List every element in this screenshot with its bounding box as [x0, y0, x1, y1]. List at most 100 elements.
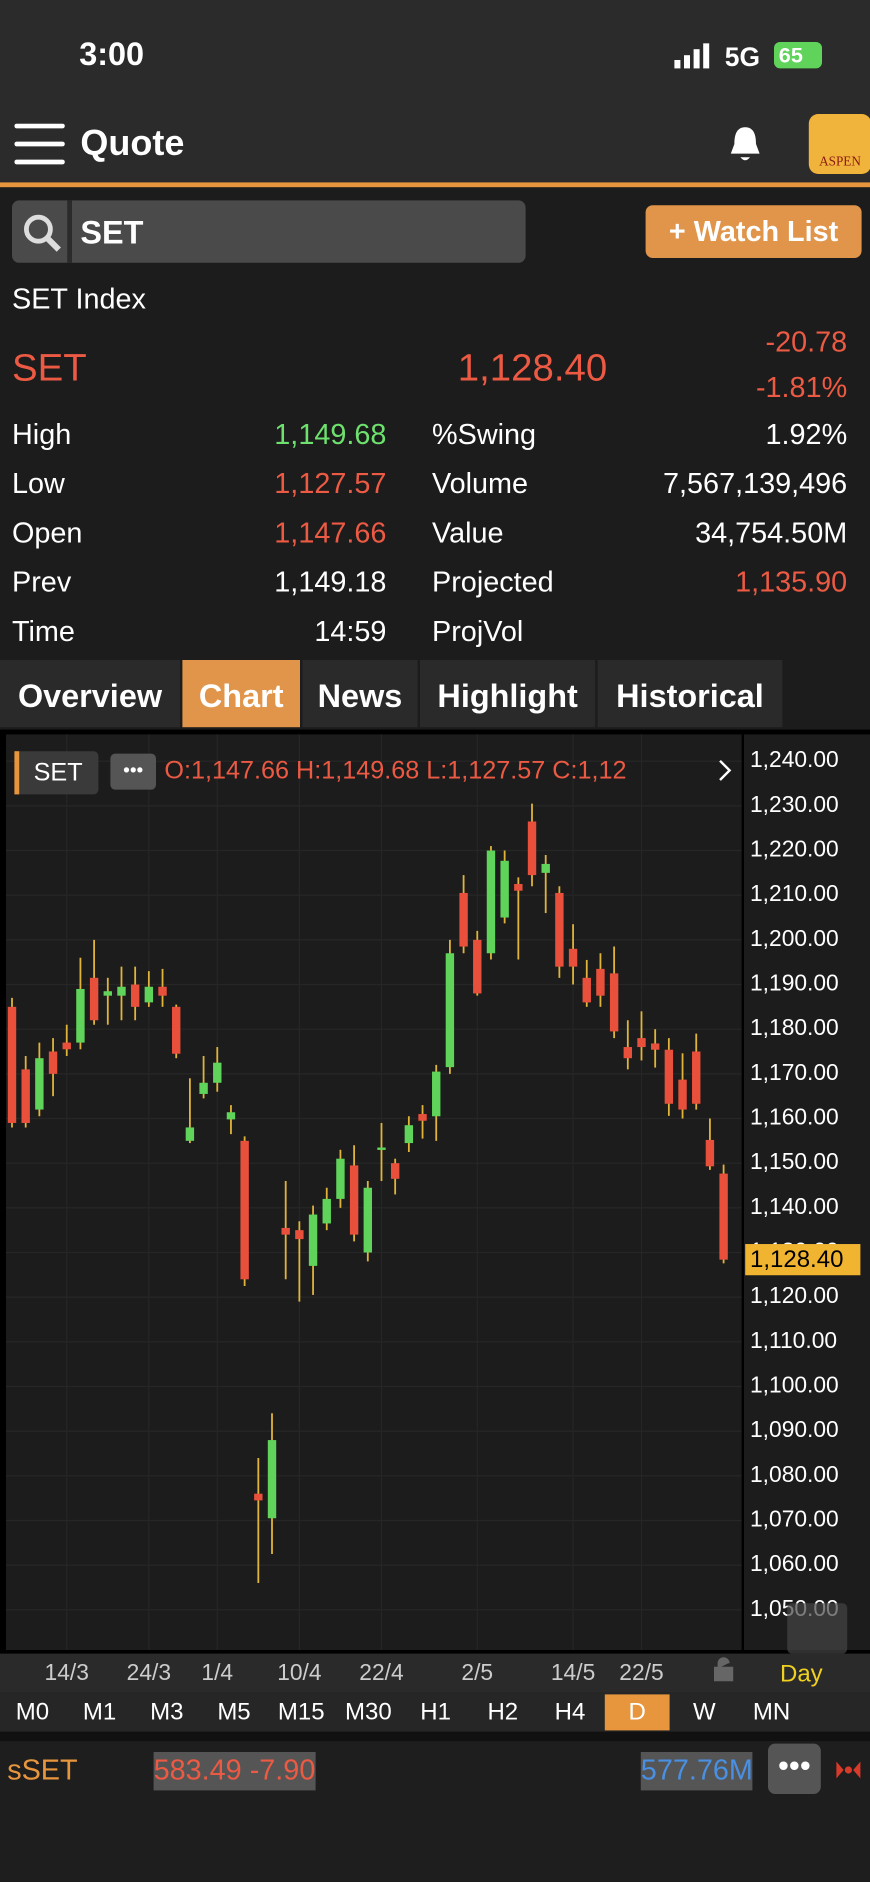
candle-body	[664, 1049, 674, 1104]
timeframe[interactable]: D	[604, 1694, 670, 1731]
stat-value: 1,147.66	[274, 517, 387, 550]
y-tick-label: 1,170.00	[750, 1059, 839, 1085]
x-tick-label: 22/5	[619, 1659, 663, 1685]
x-tick-label: 22/4	[359, 1659, 404, 1685]
x-tick-label: 14/3	[45, 1659, 89, 1685]
axis-background	[744, 734, 870, 1651]
candle-body	[514, 884, 523, 891]
timeframe[interactable]: M1	[82, 1699, 117, 1726]
y-tick-label: 1,060.00	[750, 1550, 839, 1576]
candle-body	[719, 1173, 728, 1260]
candle-body	[459, 892, 468, 947]
candle-body	[281, 1227, 290, 1235]
quote-symbol: SET	[12, 345, 87, 389]
options-button	[110, 753, 156, 790]
candle-body	[363, 1187, 372, 1253]
timeframe[interactable]: M5	[217, 1699, 251, 1726]
search-box[interactable]: SET	[12, 200, 526, 263]
candle-body	[609, 973, 619, 1032]
timeframe[interactable]: M30	[345, 1699, 392, 1726]
separator	[0, 1731, 870, 1742]
y-tick-label: 1,230.00	[750, 791, 839, 817]
watch-list-button[interactable]: + Watch List	[645, 205, 862, 258]
candle-body	[678, 1079, 687, 1110]
candle-body	[226, 1112, 236, 1120]
candle-body	[130, 984, 140, 1007]
stat-label: ProjVol	[432, 615, 524, 648]
stat-value: 1,149.68	[274, 418, 387, 452]
candle-body	[692, 1051, 701, 1104]
y-tick-label: 1,140.00	[750, 1193, 839, 1219]
battery: 65	[774, 42, 823, 69]
stat-value: 7,567,139,496	[663, 468, 848, 501]
candle-body	[500, 860, 509, 918]
stat-value: 1.92%	[765, 418, 848, 452]
ticker-symbol: sSET	[7, 1754, 78, 1787]
stat-value: 1,135.90	[735, 566, 848, 599]
candle-body	[486, 850, 496, 954]
stat-label: High	[12, 418, 72, 452]
x-tick-label: 14/5	[551, 1659, 595, 1685]
ticker-quote: 583.49 -7.90	[153, 1752, 316, 1791]
y-tick-label: 1,150.00	[750, 1148, 839, 1174]
candle-body	[623, 1047, 633, 1059]
candle-body	[637, 1038, 646, 1048]
clock: 3:00	[79, 36, 145, 72]
stat-value: 1,127.57	[274, 468, 387, 501]
logo[interactable]: ASPEN	[808, 114, 870, 174]
stat-value: 1,149.18	[274, 566, 387, 599]
y-tick-label: 1,200.00	[750, 925, 839, 951]
timeframe[interactable]: MN	[752, 1699, 791, 1726]
connection-icon	[836, 1761, 861, 1779]
timeframe[interactable]: M0	[15, 1699, 50, 1726]
tab[interactable]: Highlight	[420, 660, 596, 728]
candle-body	[349, 1165, 359, 1235]
header-line	[0, 182, 870, 188]
timeframe[interactable]: W	[693, 1699, 716, 1726]
candle-body	[308, 1214, 318, 1266]
divider	[67, 200, 72, 263]
y-tick-label: 1,080.00	[750, 1461, 839, 1487]
candle-body	[705, 1139, 715, 1167]
candle-body	[596, 968, 605, 996]
scroll-arrow	[719, 759, 732, 781]
candle-body	[568, 948, 578, 967]
stat-value: 14:59	[314, 615, 387, 648]
logo-text: ASPEN	[819, 154, 861, 170]
network: 5G	[724, 42, 761, 72]
y-tick-label: 1,070.00	[750, 1505, 839, 1531]
expand-button	[787, 1603, 848, 1654]
stat-label: Open	[12, 517, 83, 550]
timeframe[interactable]: M15	[277, 1699, 325, 1726]
tab[interactable]: News	[302, 660, 418, 728]
candle-body	[650, 1043, 660, 1050]
y-tick-label: 1,160.00	[750, 1104, 839, 1130]
y-tick-label: 1,210.00	[750, 880, 839, 906]
tab[interactable]: Historical	[597, 660, 783, 728]
tab[interactable]: Chart	[182, 660, 300, 728]
timeframe[interactable]: H4	[554, 1699, 586, 1726]
candle-body	[117, 986, 126, 996]
candle-body	[254, 1493, 263, 1501]
candle-body	[445, 953, 455, 1068]
candle-body	[199, 1082, 208, 1094]
candle-body	[76, 988, 85, 1043]
y-tick-label: 1,240.00	[750, 746, 839, 772]
timeframe[interactable]: H2	[487, 1699, 519, 1726]
last-price-label: 1,128.40	[750, 1246, 843, 1273]
plot-background	[6, 734, 742, 1651]
stat-label: Value	[432, 517, 504, 550]
bell-icon[interactable]	[727, 125, 763, 163]
symbol-badge-accent	[14, 751, 20, 795]
candle-body	[390, 1163, 400, 1179]
y-tick-label: 1,190.00	[750, 970, 839, 996]
candle-body	[158, 986, 167, 996]
timeframe[interactable]: M3	[150, 1699, 184, 1726]
more-button[interactable]: •••	[768, 1743, 821, 1795]
tab[interactable]: Overview	[0, 660, 180, 728]
timeframe[interactable]: H1	[420, 1699, 451, 1726]
candle-body	[48, 1051, 58, 1074]
menu-icon[interactable]	[14, 123, 67, 167]
candle-body	[213, 1062, 222, 1083]
